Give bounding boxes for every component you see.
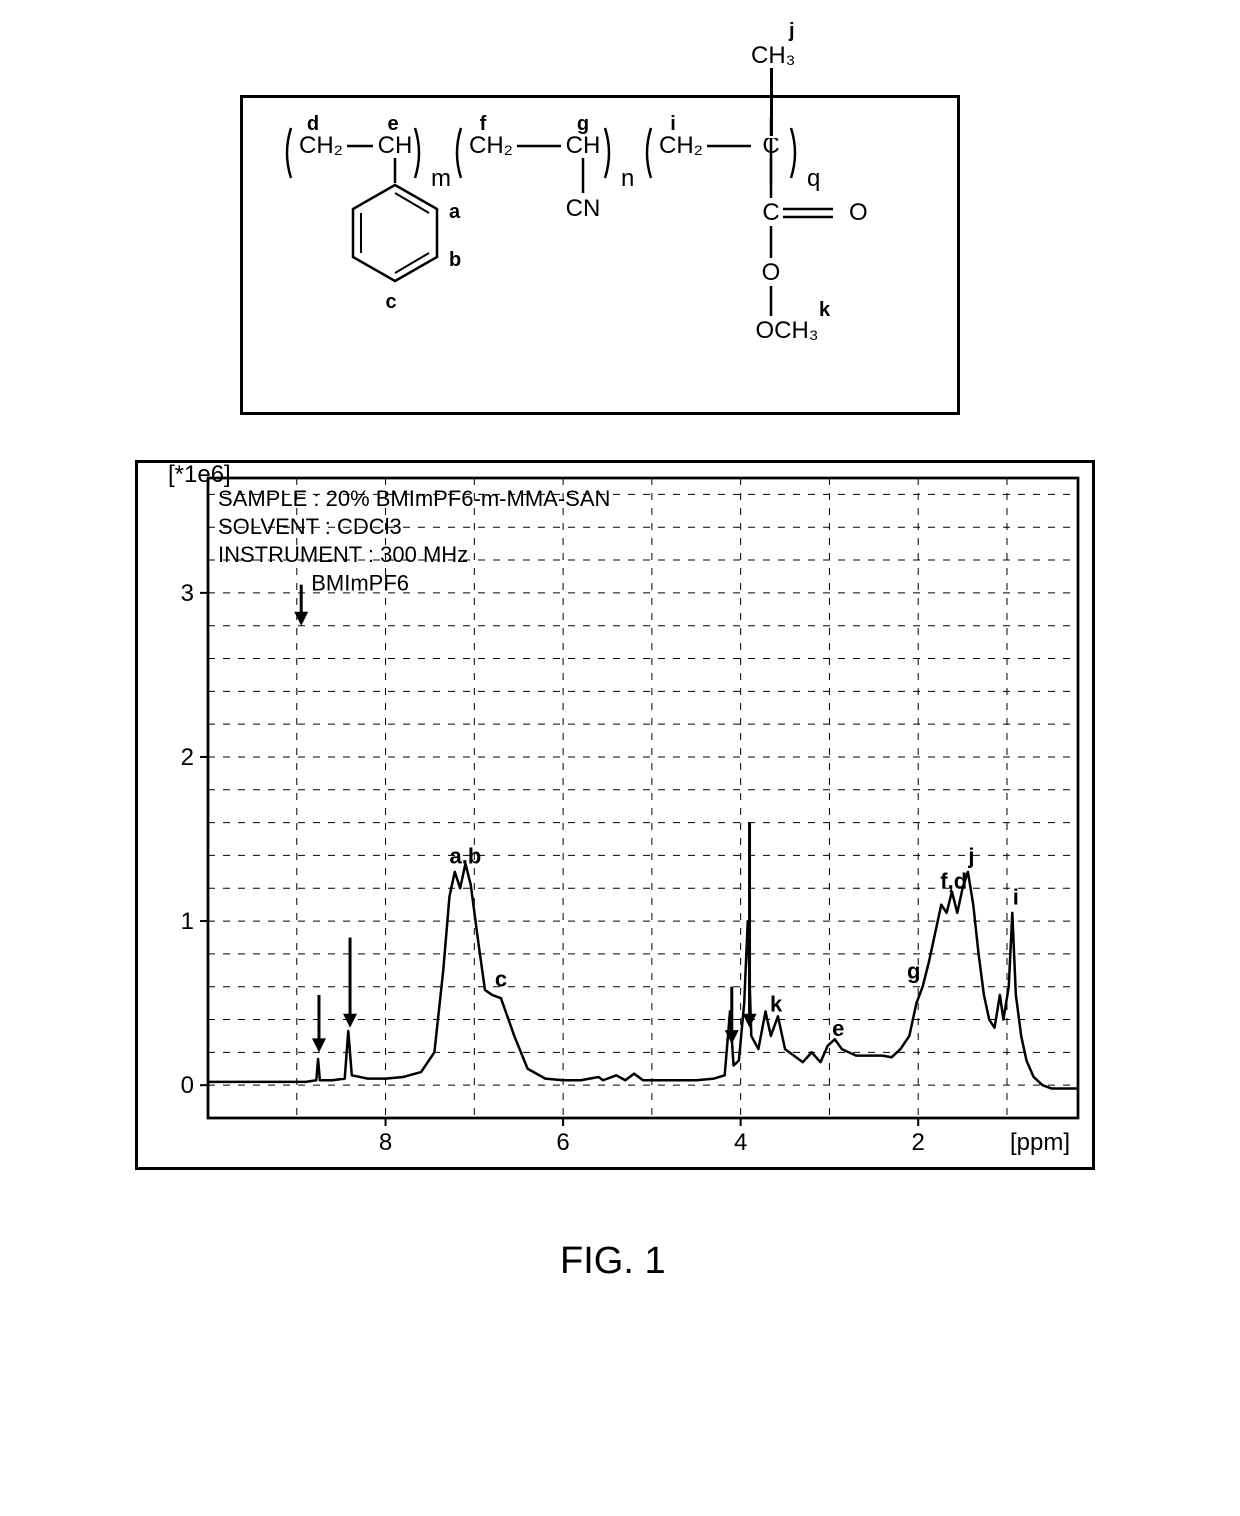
svg-text:[ppm]: [ppm] bbox=[1010, 1129, 1070, 1156]
svg-text:i: i bbox=[1013, 885, 1019, 910]
label-j: j bbox=[789, 20, 795, 43]
chemical-structure-box: CH₂ d CH e m a b c CH₂ f CH g n CN CH bbox=[240, 95, 960, 415]
svg-text:1: 1 bbox=[181, 908, 194, 935]
svg-text:SAMPLE : 20% BMImPF6-m-MMA-SAN: SAMPLE : 20% BMImPF6-m-MMA-SAN bbox=[218, 486, 610, 511]
frag-o-single: O bbox=[762, 259, 781, 286]
svg-text:2: 2 bbox=[181, 744, 194, 771]
svg-text:8: 8 bbox=[379, 1129, 392, 1156]
frag-j-ch3: CH₃ bbox=[751, 42, 795, 70]
svg-text:2: 2 bbox=[912, 1129, 925, 1156]
svg-text:a,b: a,b bbox=[450, 844, 482, 869]
svg-text:j: j bbox=[967, 844, 974, 869]
label-k: k bbox=[819, 299, 831, 321]
svg-text:g: g bbox=[907, 959, 920, 984]
svg-text:SOLVENT : CDCl3: SOLVENT : CDCl3 bbox=[218, 514, 402, 539]
svg-text:6: 6 bbox=[556, 1129, 569, 1156]
bond-c-to-ch3 bbox=[770, 68, 773, 136]
mma-substituent-svg: C O O OCH₃ k bbox=[243, 98, 963, 418]
figure-caption: FIG. 1 bbox=[560, 1240, 666, 1283]
svg-text:3: 3 bbox=[181, 580, 194, 607]
svg-text:BMImPF6: BMImPF6 bbox=[311, 571, 409, 596]
svg-text:0: 0 bbox=[181, 1072, 194, 1099]
frag-o-double: O bbox=[849, 199, 868, 226]
svg-text:4: 4 bbox=[734, 1129, 747, 1156]
svg-text:[*1e6]: [*1e6] bbox=[168, 463, 231, 488]
frag-carbonyl-c: C bbox=[762, 199, 779, 226]
svg-text:f,d: f,d bbox=[940, 868, 967, 893]
svg-text:e: e bbox=[832, 1016, 844, 1041]
svg-text:c: c bbox=[495, 967, 507, 992]
svg-text:k: k bbox=[770, 991, 783, 1016]
nmr-spectrum-svg: 0 1 2 3 2 4 6 8 [*1e6] [ppm] SAMPLE : 20% BMImPF6-… bbox=[138, 463, 1098, 1173]
frag-k-och3: OCH₃ bbox=[755, 317, 818, 344]
nmr-spectrum-box: 0 1 2 3 2 4 6 8 [*1e6] [ppm] SAMPLE : 20% BMImPF6-… bbox=[135, 460, 1095, 1170]
svg-text:INSTRUMENT : 300 MHz: INSTRUMENT : 300 MHz bbox=[218, 542, 468, 567]
